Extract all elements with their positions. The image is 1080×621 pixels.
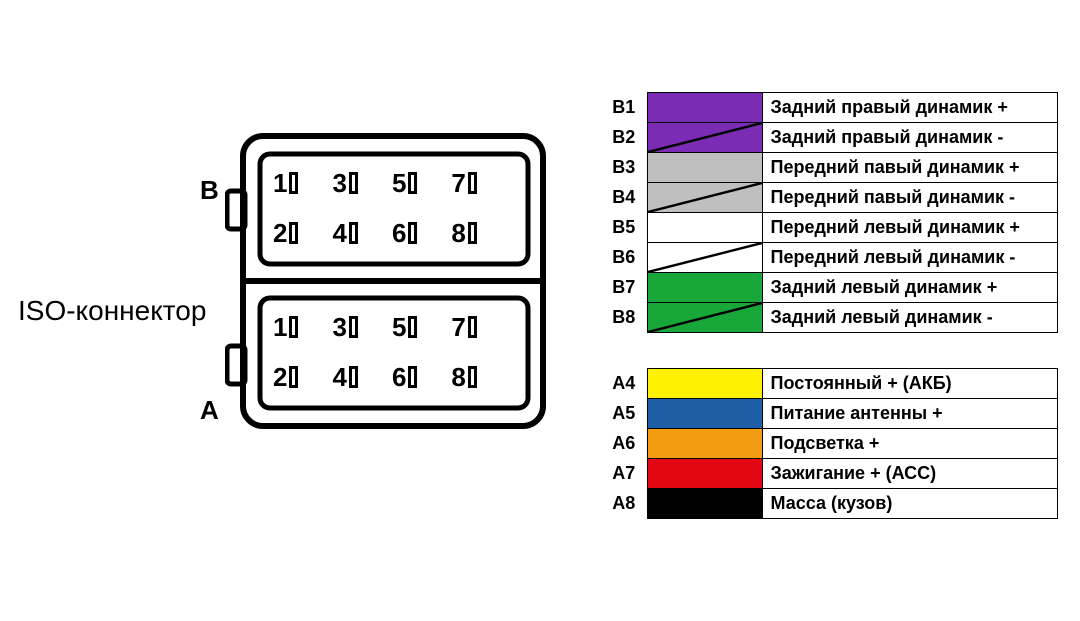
stripe-icon — [648, 303, 762, 332]
legend-color-swatch — [647, 213, 762, 243]
legend-color-swatch — [647, 459, 762, 489]
legend-row: B4 Передний павый динамик - — [605, 183, 1057, 213]
legend-color-swatch — [647, 399, 762, 429]
pin-b2-num: 2 — [273, 218, 287, 248]
pin-b7-num: 7 — [451, 168, 465, 198]
stripe-icon — [648, 243, 762, 272]
legend-row: B7 Задний левый динамик + — [605, 273, 1057, 303]
section-a-letter: A — [200, 395, 219, 426]
pin-slot-icon — [349, 172, 358, 194]
diagram-label: ISO-коннектор — [18, 295, 206, 327]
pin-a1-num: 1 — [273, 312, 287, 342]
legend-row: B2 Задний правый динамик - — [605, 123, 1057, 153]
stripe-icon — [648, 183, 762, 212]
legend-desc: Задний левый динамик + — [762, 273, 1057, 303]
legend-row: A5 Питание антенны + — [605, 399, 1057, 429]
legend-row: A4 Постоянный + (АКБ) — [605, 369, 1057, 399]
legend-row: A6 Подсветка + — [605, 429, 1057, 459]
pin-a8-num: 8 — [451, 362, 465, 392]
pins-a-row2: 2 4 6 8 — [273, 362, 477, 393]
legend-color-swatch — [647, 429, 762, 459]
pin-b6-num: 6 — [392, 218, 406, 248]
pin-a3-num: 3 — [332, 312, 346, 342]
legend-row: B1 Задний правый динамик + — [605, 93, 1057, 123]
legend-desc: Задний правый динамик - — [762, 123, 1057, 153]
pin-slot-icon — [408, 366, 417, 388]
pin-a5-num: 5 — [392, 312, 406, 342]
legend-pin-id: B2 — [605, 123, 647, 153]
legend-pin-id: B4 — [605, 183, 647, 213]
pins-b-row2: 2 4 6 8 — [273, 218, 477, 249]
pin-slot-icon — [408, 316, 417, 338]
pin-slot-icon — [408, 172, 417, 194]
pin-slot-icon — [408, 222, 417, 244]
legend-desc: Масса (кузов) — [762, 489, 1057, 519]
legend-desc: Передний павый динамик + — [762, 153, 1057, 183]
legend-table-b: B1 Задний правый динамик + B2 Задний правый… — [605, 92, 1058, 333]
pin-slot-icon — [289, 316, 298, 338]
legend-desc: Задний левый динамик - — [762, 303, 1057, 333]
legend-color-swatch — [647, 489, 762, 519]
pin-slot-icon — [468, 366, 477, 388]
legend-color-swatch — [647, 243, 762, 273]
legend-pin-id: A7 — [605, 459, 647, 489]
legend-pin-id: B6 — [605, 243, 647, 273]
pin-slot-icon — [289, 222, 298, 244]
legend-desc: Передний павый динамик - — [762, 183, 1057, 213]
legend-pin-id: A6 — [605, 429, 647, 459]
legend-desc: Постоянный + (АКБ) — [762, 369, 1057, 399]
pin-a6-num: 6 — [392, 362, 406, 392]
pin-slot-icon — [349, 366, 358, 388]
pins-b-row1: 1 3 5 7 — [273, 168, 477, 199]
pin-a7-num: 7 — [451, 312, 465, 342]
legend-pin-id: A4 — [605, 369, 647, 399]
legend-row: B8 Задний левый динамик - — [605, 303, 1057, 333]
legend-desc: Питание антенны + — [762, 399, 1057, 429]
legend-pin-id: B3 — [605, 153, 647, 183]
legend-desc: Передний левый динамик + — [762, 213, 1057, 243]
stripe-icon — [648, 123, 762, 152]
legend-pin-id: B1 — [605, 93, 647, 123]
pin-slot-icon — [468, 316, 477, 338]
legend-row: B3 Передний павый динамик + — [605, 153, 1057, 183]
legend-color-swatch — [647, 93, 762, 123]
pin-slot-icon — [349, 222, 358, 244]
legend-desc: Задний правый динамик + — [762, 93, 1057, 123]
legend-row: A7 Зажигание + (АСС) — [605, 459, 1057, 489]
legend-color-swatch — [647, 369, 762, 399]
legend-row: A8 Масса (кузов) — [605, 489, 1057, 519]
pin-slot-icon — [349, 316, 358, 338]
pin-b3-num: 3 — [332, 168, 346, 198]
section-b-letter: B — [200, 175, 219, 206]
legend-row: B6 Передний левый динамик - — [605, 243, 1057, 273]
legend-color-swatch — [647, 123, 762, 153]
legend-pin-id: A5 — [605, 399, 647, 429]
pin-a4-num: 4 — [332, 362, 346, 392]
legend-row: B5 Передний левый динамик + — [605, 213, 1057, 243]
legend-pin-id: A8 — [605, 489, 647, 519]
legend-color-swatch — [647, 153, 762, 183]
pin-b5-num: 5 — [392, 168, 406, 198]
pin-slot-icon — [468, 222, 477, 244]
pin-b1-num: 1 — [273, 168, 287, 198]
legend-desc: Зажигание + (АСС) — [762, 459, 1057, 489]
legend-pin-id: B7 — [605, 273, 647, 303]
legend-pin-id: B5 — [605, 213, 647, 243]
pin-b4-num: 4 — [332, 218, 346, 248]
legend-color-swatch — [647, 273, 762, 303]
pin-slot-icon — [289, 172, 298, 194]
legend-table-a: A4Постоянный + (АКБ)A5Питание антенны +A… — [605, 368, 1058, 519]
legend-color-swatch — [647, 303, 762, 333]
pin-slot-icon — [289, 366, 298, 388]
pins-a-row1: 1 3 5 7 — [273, 312, 477, 343]
legend-desc: Подсветка + — [762, 429, 1057, 459]
legend-pin-id: B8 — [605, 303, 647, 333]
legend-desc: Передний левый динамик - — [762, 243, 1057, 273]
pin-slot-icon — [468, 172, 477, 194]
legend-color-swatch — [647, 183, 762, 213]
pin-a2-num: 2 — [273, 362, 287, 392]
pin-b8-num: 8 — [451, 218, 465, 248]
